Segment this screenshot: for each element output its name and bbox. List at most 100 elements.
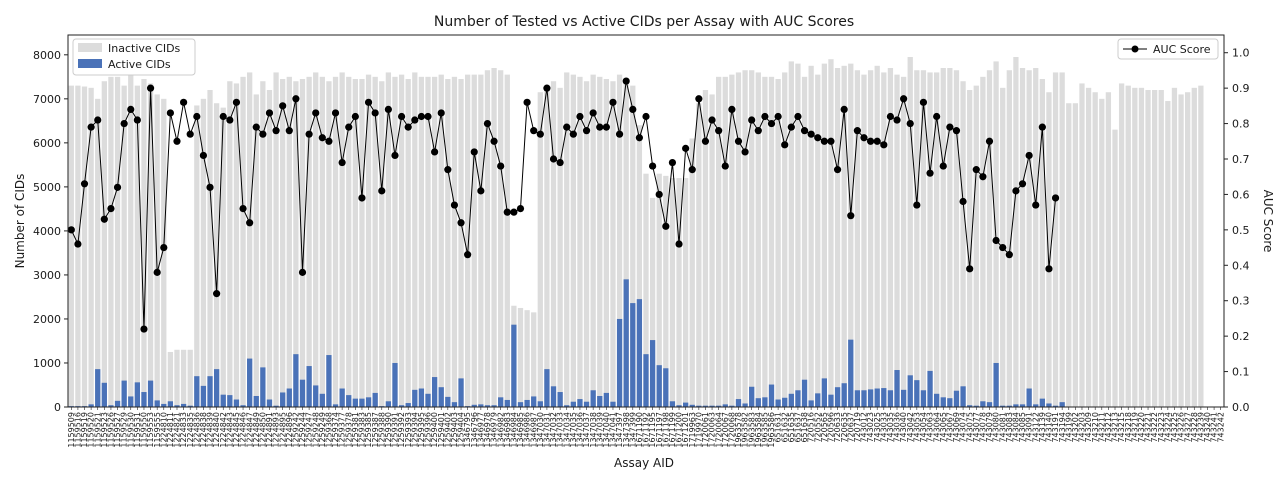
auc-point [1018, 180, 1027, 188]
auc-point [127, 105, 135, 113]
active-bar [887, 390, 894, 407]
inactive-bar [1052, 72, 1059, 408]
active-bar [154, 400, 160, 407]
active-bar [729, 405, 735, 407]
x-tick-label: 1224895 [278, 412, 287, 448]
x-tick-label: 1347041 [609, 412, 618, 448]
inactive-bar [372, 76, 378, 408]
auc-point [1012, 187, 1020, 195]
auc-point [563, 123, 571, 131]
x-tick-label: 1259396 [424, 412, 433, 448]
inactive-bar [220, 107, 226, 408]
x-tick-label: 1963578 [734, 412, 743, 448]
y2-axis: 0.0 0.1 0.2 0.3 0.4 0.5 0.6 0.7 0.8 0.9 1.0 [1224, 47, 1250, 414]
active-bar [1052, 405, 1059, 407]
active-bar [517, 402, 524, 407]
auc-point [226, 116, 234, 124]
inactive-bar [1145, 90, 1151, 407]
inactive-bar [616, 74, 623, 407]
active-bar [709, 405, 715, 407]
auc-point [701, 137, 710, 145]
auc-point [622, 77, 630, 85]
inactive-bar [227, 81, 233, 407]
auc-point [662, 222, 670, 230]
y-tick-label: 7000 [33, 93, 61, 106]
active-bar [782, 397, 788, 407]
auc-point [933, 112, 941, 121]
active-bar [134, 382, 141, 407]
x-tick-label: 1259378 [344, 412, 353, 448]
x-tick-label: 1671200 [675, 412, 684, 448]
x-tick-label: 1259393 [404, 412, 413, 448]
inactive-bar [729, 74, 735, 407]
inactive-bar [788, 61, 794, 408]
auc-point [397, 112, 406, 121]
active-bar [1039, 398, 1045, 407]
active-bar [874, 388, 880, 407]
inactive-bar [597, 76, 603, 408]
x-tick-label: 743227 [1183, 412, 1192, 443]
auc-point [437, 109, 445, 117]
y2-tick-label: 0.0 [1232, 401, 1250, 414]
auc-point [721, 162, 729, 170]
x-tick-label: 1224821 [173, 412, 182, 448]
y2-tick-label: 0.3 [1232, 295, 1250, 308]
inactive-bar [557, 87, 563, 407]
auc-point [351, 112, 359, 121]
inactive-bar [1198, 85, 1204, 407]
x-tick-label: 743063 [926, 412, 935, 443]
x-tick-label: 743239 [1196, 412, 1205, 443]
inactive-bar [828, 59, 834, 408]
inactive-bar [768, 76, 775, 408]
auc-point [318, 134, 326, 142]
inactive-bar [623, 83, 629, 408]
auc-point [312, 109, 320, 117]
active-bar [194, 376, 200, 407]
x-tick-label: 1259404 [457, 412, 466, 448]
inactive-bar [1118, 83, 1125, 408]
auc-point [107, 205, 115, 213]
active-bar [735, 399, 742, 407]
inactive-bar [1112, 129, 1118, 408]
auc-point [820, 137, 828, 145]
x-tick-label: 743212 [1104, 412, 1113, 443]
active-bar [180, 403, 187, 407]
active-bar [451, 402, 458, 407]
inactive-bar [881, 72, 887, 408]
auc-point [113, 183, 122, 191]
active-bar [1033, 404, 1039, 407]
active-bar [220, 394, 226, 407]
x-tick-label: 720596 [827, 412, 836, 443]
active-bar [854, 390, 861, 407]
auc-point [186, 130, 194, 138]
x-tick-label: 720719 [853, 412, 862, 443]
auc-point [589, 109, 597, 117]
active-bar [167, 401, 174, 407]
auc-point [371, 109, 379, 117]
inactive-bar [260, 81, 266, 407]
inactive-bar [207, 90, 213, 407]
active-bar [1013, 404, 1019, 407]
x-tick-label: 651637 [794, 412, 803, 443]
active-bar [973, 405, 979, 407]
x-tick-label: 1259381 [351, 412, 360, 448]
active-bar [431, 377, 438, 407]
x-tick-label: 1224891 [265, 412, 274, 448]
inactive-bar [306, 76, 312, 408]
x-tick-label: 651632 [780, 412, 789, 443]
inactive-bar [101, 81, 107, 407]
x-tick-label: 743012 [860, 412, 869, 443]
inactive-bar [1132, 87, 1138, 407]
auc-point [146, 84, 155, 92]
y2-tick-label: 0.9 [1232, 82, 1250, 95]
y-axis-label: Number of CIDs [13, 174, 27, 269]
inactive-bar [392, 76, 398, 408]
inactive-bar [491, 68, 497, 407]
x-tick-label: 1671199 [668, 412, 677, 448]
auc-point [213, 290, 221, 298]
x-tick-label: 1259383 [358, 412, 367, 448]
x-tick-label: 720633 [833, 412, 842, 443]
auc-point [794, 112, 802, 121]
x-tick-label: 743064 [932, 412, 941, 443]
